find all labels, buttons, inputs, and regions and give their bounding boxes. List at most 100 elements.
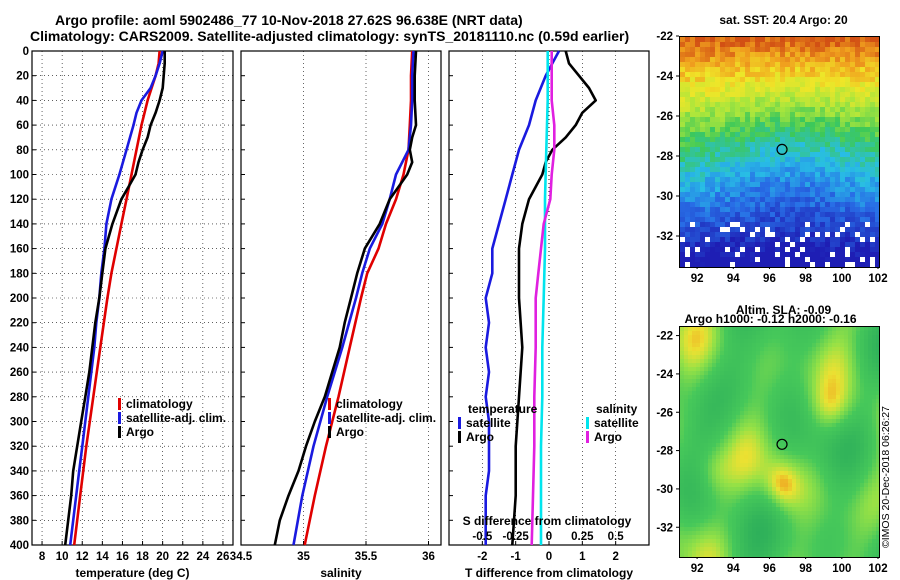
map-y-tick-label: -22 — [656, 331, 673, 343]
depth-tick-label: 220 — [10, 318, 29, 330]
map-subtitle: Argo h1000: -0.12 h2000: -0.16 — [684, 312, 856, 326]
legend-swatch — [586, 417, 589, 429]
map-x-tick-label: 92 — [691, 273, 704, 285]
map-x-tick-label: 102 — [868, 273, 887, 285]
map-y-tick-label: -30 — [656, 484, 673, 496]
map-x-tick-label: 98 — [799, 563, 812, 575]
depth-tick-label: 340 — [10, 466, 29, 478]
map-y-tick-label: -22 — [656, 31, 673, 43]
series-line-diff-temperature-satellite — [484, 50, 561, 545]
x-top-tick-label: 0.5 — [608, 531, 625, 543]
x-tick-label-sal: 35.5 — [355, 551, 378, 563]
depth-tick-label: 40 — [16, 95, 29, 107]
sla-field — [680, 327, 879, 557]
map-x-tick-label: 100 — [832, 273, 851, 285]
depth-tick-label: 60 — [16, 120, 29, 132]
x-top-tick-label: -0.5 — [472, 531, 492, 543]
legend-swatch — [458, 417, 461, 429]
series-line-temp-argo — [63, 51, 166, 546]
x-axis-label-temp: temperature (deg C) — [75, 566, 189, 580]
x-tick-label-diff: 1 — [579, 551, 586, 563]
map-title: sat. SST: 20.4 Argo: 20 — [719, 13, 848, 27]
legend-label: Argo — [594, 430, 622, 444]
x-tick-label-temp: 24 — [196, 551, 209, 563]
title-line-1: Argo profile: aoml 5902486_77 10-Nov-201… — [55, 12, 523, 28]
x-tick-label-sal: 35 — [297, 551, 310, 563]
x-tick-label-temp: 12 — [76, 551, 89, 563]
depth-tick-label: 280 — [10, 392, 29, 404]
depth-tick-label: 260 — [10, 367, 29, 379]
series-line-diff-salinity-satellite — [539, 51, 550, 545]
argo-position-marker — [776, 143, 788, 156]
x-top-tick-label: 0.25 — [571, 531, 594, 543]
x-tick-label-temp: 20 — [156, 551, 169, 563]
depth-tick-label: 380 — [10, 515, 29, 527]
legend-temperature-title: temperature — [468, 402, 538, 416]
legend-salinity-title: salinity — [596, 402, 638, 416]
depth-tick-label: 400 — [10, 540, 29, 552]
depth-tick-label: 100 — [10, 170, 29, 182]
x-tick-label-temp: 26 — [217, 551, 230, 563]
x-top-tick-label: -0.25 — [503, 531, 530, 543]
legend-label: Argo — [466, 430, 494, 444]
x-tick-label-diff: -2 — [477, 551, 487, 563]
panel-frame-diff — [448, 50, 650, 546]
depth-tick-label: 120 — [10, 194, 29, 206]
map-x-tick-label: 94 — [727, 563, 740, 575]
legend-label: satellite-adj. clim. — [336, 411, 436, 425]
x-tick-label-sal: 34.5 — [230, 551, 253, 563]
x-tick-label-temp: 16 — [116, 551, 129, 563]
depth-tick-label: 140 — [10, 219, 29, 231]
x-tick-label-temp: 8 — [39, 551, 46, 563]
x-top-tick-label: 0 — [546, 531, 552, 543]
x-tick-label-temp: 14 — [96, 551, 109, 563]
argo-position-marker — [776, 438, 788, 450]
x-tick-label-diff: 0 — [546, 551, 552, 563]
map-y-tick-label: -32 — [656, 522, 673, 534]
legend-swatch — [328, 398, 331, 410]
legend-swatch — [118, 412, 121, 424]
series-line-diff-salinity-argo — [530, 51, 556, 546]
legend-swatch — [586, 431, 589, 443]
depth-tick-label: 160 — [10, 244, 29, 256]
depth-tick-label: 0 — [23, 46, 29, 58]
map-x-tick-label: 96 — [763, 273, 776, 285]
legend-swatch — [458, 431, 461, 443]
map-y-tick-label: -28 — [656, 446, 673, 458]
depth-tick-label: 200 — [10, 293, 29, 305]
depth-tick-label: 80 — [16, 145, 29, 157]
map-title: Altim. SLA: -0.09 — [736, 303, 832, 317]
sla-map[interactable] — [679, 326, 880, 558]
map-y-tick-label: -28 — [656, 151, 673, 163]
panel-frame-sal — [240, 50, 442, 546]
legend-swatch — [328, 412, 331, 424]
map-y-tick-label: -26 — [656, 407, 673, 419]
x-tick-label-temp: 22 — [176, 551, 189, 563]
map-x-tick-label: 100 — [832, 563, 851, 575]
depth-tick-label: 240 — [10, 342, 29, 354]
x-tick-label-temp: 18 — [136, 551, 149, 563]
legend-label: climatology — [336, 397, 403, 411]
map-y-tick-label: -24 — [656, 71, 673, 83]
series-line-diff-temperature-argo — [511, 50, 598, 546]
map-y-tick-label: -32 — [656, 231, 673, 243]
x-axis-label-sal: salinity — [320, 566, 362, 580]
legend-label: climatology — [126, 397, 193, 411]
map-x-tick-label: 96 — [763, 563, 776, 575]
legend-label: Argo — [126, 425, 154, 439]
timestamp-stamp: ©IMOS 20-Dec-2018 06:26:27 — [880, 406, 892, 548]
depth-tick-label: 360 — [10, 491, 29, 503]
title-line-2: Climatology: CARS2009. Satellite-adjuste… — [30, 28, 630, 44]
x-tick-label-sal: 36 — [422, 551, 435, 563]
legend-label: satellite-adj. clim. — [126, 411, 226, 425]
map-y-tick-label: -30 — [656, 191, 673, 203]
legend-swatch — [328, 426, 331, 438]
legend-label: satellite — [466, 416, 511, 430]
x-tick-label-diff: -1 — [511, 551, 522, 563]
sst-map[interactable] — [679, 36, 880, 268]
x-tick-label-diff: 2 — [612, 551, 618, 563]
depth-tick-label: 320 — [10, 441, 29, 453]
map-x-tick-label: 102 — [868, 563, 887, 575]
x-axis-top-label: S difference from climatology — [463, 514, 632, 528]
